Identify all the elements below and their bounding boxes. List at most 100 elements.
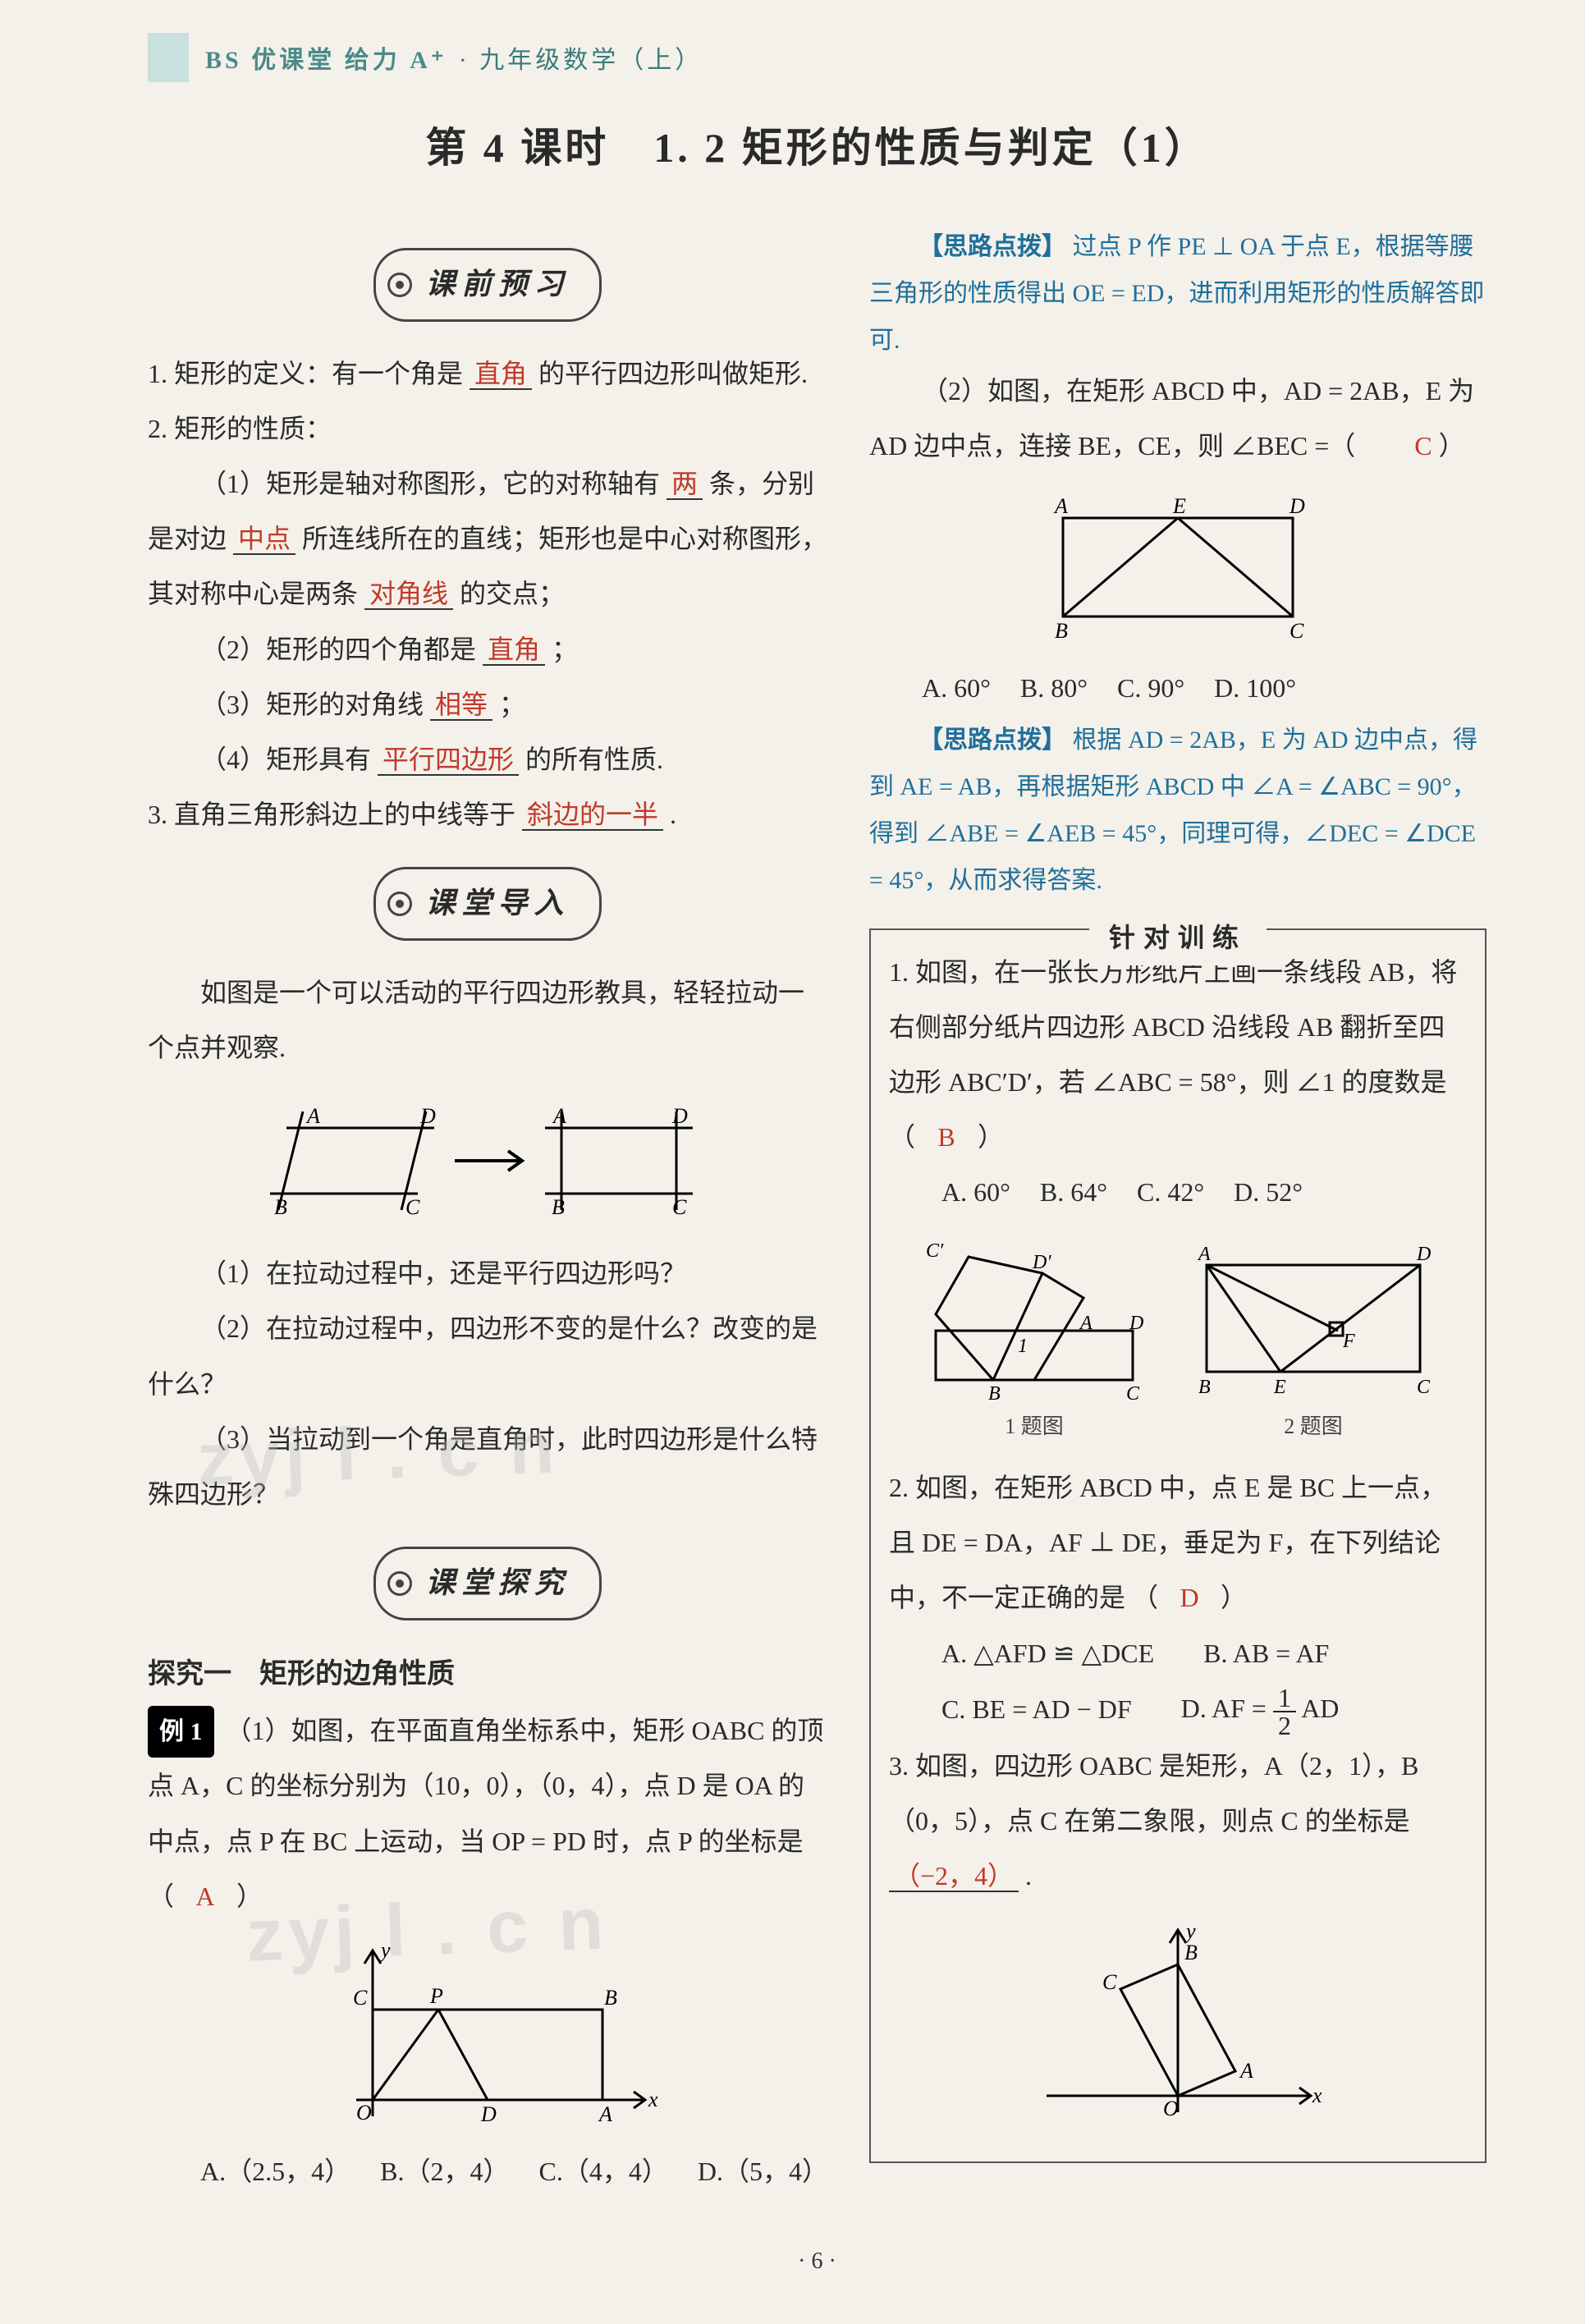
svg-text:D: D (480, 2102, 497, 2126)
mc-answer: B (922, 1110, 971, 1165)
svg-text:C: C (1417, 1377, 1431, 1398)
blank-answer: 直角 (470, 359, 532, 390)
opt-b: B.（2，4） (380, 2144, 509, 2199)
practice-q3-figure: O A B C x y (889, 1915, 1467, 2129)
lead-q2: （2）在拉动过程中，四边形不变的是什么？改变的是什么？ (148, 1301, 828, 1411)
opt-a: A. 60° (922, 661, 991, 716)
svg-text:B: B (988, 1383, 1001, 1405)
mc-answer: A (181, 1869, 230, 1924)
svg-text:D: D (419, 1104, 436, 1128)
lead-intro: 如图是一个可以活动的平行四边形教具，轻轻拉动一个点并观察. (148, 965, 828, 1075)
subject-text: · 九年级数学（上） (459, 39, 703, 76)
svg-text:O: O (356, 2101, 372, 2125)
lead-q1: （1）在拉动过程中，还是平行四边形吗？ (148, 1246, 828, 1301)
opt-b: B. AB = AF (1203, 1626, 1329, 1681)
thinking-2: 【思路点拨】 根据 AD = 2AB，E 为 AD 边中点，得到 AE = AB… (869, 717, 1487, 904)
fig-caption-2: 2 题图 (1182, 1405, 1445, 1450)
section-label: 课前预习 (425, 254, 570, 316)
svg-text:A: A (1079, 1313, 1093, 1334)
svg-text:E: E (1273, 1377, 1286, 1398)
svg-text:A: A (1239, 2059, 1253, 2083)
pin-icon (387, 273, 412, 297)
pre-q2-3: （3）矩形的对角线 相等 ； (148, 677, 828, 732)
two-column-layout: 课前预习 1. 矩形的定义：有一个角是 直角 的平行四边形叫做矩形. 2. 矩形… (148, 223, 1487, 2199)
svg-text:E: E (1172, 494, 1186, 518)
svg-text:C: C (353, 1986, 368, 2010)
example-1: 例 1 （1）如图，在平面直角坐标系中，矩形 OABC 的顶点 A，C 的坐标分… (148, 1703, 828, 1924)
example-2: （2）如图，在矩形 ABCD 中，AD = 2AB，E 为 AD 边中点，连接 … (869, 364, 1487, 474)
svg-text:D: D (1416, 1244, 1431, 1265)
svg-text:B: B (604, 1986, 617, 2010)
opt-c: C. BE = AD − DF (941, 1682, 1132, 1737)
pre-q1: 1. 矩形的定义：有一个角是 直角 的平行四边形叫做矩形. (148, 346, 828, 401)
opt-d: D. 100° (1214, 661, 1296, 716)
svg-text:B: B (274, 1195, 287, 1219)
fig-caption-1: 1 题图 (911, 1405, 1157, 1450)
svg-text:x: x (1312, 2083, 1322, 2107)
explore-figure-1: O A B C D P x y (148, 1936, 828, 2133)
opt-b: B. 64° (1040, 1165, 1107, 1220)
lead-q3: （3）当拉动到一个角是直角时，此时四边形是什么特殊四边形？ (148, 1412, 828, 1522)
section-lead: 课堂导入 (364, 867, 611, 941)
svg-text:D: D (1289, 494, 1305, 518)
blank-answer: 两 (667, 469, 703, 500)
pre-q2: 2. 矩形的性质： (148, 401, 828, 456)
svg-text:C′: C′ (926, 1240, 944, 1262)
svg-text:A: A (305, 1104, 320, 1128)
opt-c: C.（4，4） (538, 2144, 667, 2199)
practice-q1-options: A. 60° B. 64° C. 42° D. 52° (941, 1165, 1467, 1220)
opt-a: A.（2.5，4） (200, 2144, 350, 2199)
example-1-options: A.（2.5，4） B.（2，4） C.（4，4） D.（5，4） (200, 2144, 828, 2199)
opt-a: A. △AFD ≌ △DCE (941, 1626, 1154, 1681)
svg-text:F: F (1342, 1331, 1355, 1352)
section-label: 课堂探究 (425, 1552, 570, 1615)
blank-answer: 对角线 (364, 579, 453, 610)
practice-q3: 3. 如图，四边形 OABC 是矩形，A（2，1），B（0，5），点 C 在第二… (889, 1739, 1467, 1905)
opt-a: A. 60° (941, 1165, 1010, 1220)
svg-text:C: C (1126, 1383, 1140, 1405)
svg-text:y: y (1184, 1919, 1196, 1943)
section-preclass: 课前预习 (364, 248, 611, 322)
pre-q3: 3. 直角三角形斜边上的中线等于 斜边的一半 . (148, 787, 828, 842)
svg-text:D: D (671, 1104, 688, 1128)
pre-q2-2: （2）矩形的四个角都是 直角 ； (148, 622, 828, 677)
section-explore: 课堂探究 (364, 1547, 611, 1620)
svg-text:1: 1 (1018, 1336, 1028, 1357)
svg-text:B: B (1055, 619, 1068, 643)
svg-text:A: A (1053, 494, 1068, 518)
example-2-figure: A E D B C (869, 485, 1487, 649)
practice-q1: 1. 如图，在一张长方形纸片上画一条线段 AB，将右侧部分纸片四边形 ABCD … (889, 945, 1467, 1166)
explore-heading: 探究一 矩形的边角性质 (148, 1645, 828, 1703)
practice-q2-options: A. △AFD ≌ △DCE B. AB = AF C. BE = AD − D… (941, 1626, 1467, 1739)
svg-text:y: y (378, 1938, 391, 1962)
opt-d: D.（5，4） (698, 2144, 828, 2199)
right-column: 【思路点拨】 过点 P 作 PE ⊥ OA 于点 E，根据等腰三角形的性质得出 … (869, 223, 1487, 2199)
left-column: 课前预习 1. 矩形的定义：有一个角是 直角 的平行四边形叫做矩形. 2. 矩形… (148, 223, 828, 2199)
opt-d: D. AF = 1 2 AD (1181, 1681, 1340, 1739)
blank-answer: 中点 (233, 524, 295, 555)
page-number: · 6 · (148, 2248, 1487, 2275)
practice-figures-row: D′ C′ A D B C 1 1 题图 (889, 1232, 1467, 1450)
svg-text:D: D (1129, 1313, 1143, 1334)
svg-text:x: x (648, 2088, 658, 2111)
opt-b: B. 80° (1020, 661, 1088, 716)
svg-text:C: C (672, 1195, 687, 1219)
page-title: 第 4 课时 1. 2 矩形的性质与判定（1） (148, 115, 1487, 174)
fraction: 1 2 (1273, 1685, 1296, 1739)
pin-icon (387, 1571, 412, 1596)
blank-answer: 直角 (483, 635, 545, 666)
practice-q2: 2. 如图，在矩形 ABCD 中，点 E 是 BC 上一点，且 DE = DA，… (889, 1460, 1467, 1626)
svg-text:B: B (1198, 1377, 1211, 1398)
svg-text:B: B (552, 1195, 565, 1219)
svg-text:C: C (1102, 1970, 1117, 1994)
svg-text:B: B (1184, 1941, 1198, 1964)
section-label: 课堂导入 (425, 873, 570, 935)
pre-q2-1: （1）矩形是轴对称图形，它的对称轴有 两 条，分别是对边 中点 所连线所在的直线… (148, 456, 828, 622)
svg-text:A: A (598, 2102, 612, 2126)
svg-text:C: C (1290, 619, 1304, 643)
practice-box: 针对训练 1. 如图，在一张长方形纸片上画一条线段 AB，将右侧部分纸片四边形 … (869, 928, 1487, 2164)
example-badge: 例 1 (148, 1706, 214, 1758)
mc-answer: C (1362, 419, 1432, 474)
practice-title: 针对训练 (1089, 910, 1267, 965)
thinking-1: 【思路点拨】 过点 P 作 PE ⊥ OA 于点 E，根据等腰三角形的性质得出 … (869, 223, 1487, 364)
